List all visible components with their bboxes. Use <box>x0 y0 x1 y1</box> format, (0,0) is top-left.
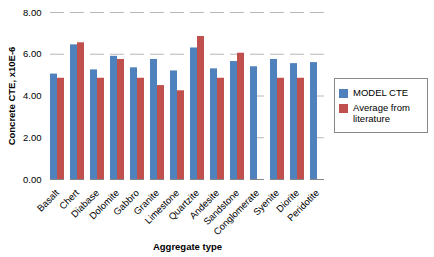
svg-text:Dolomite: Dolomite <box>86 187 122 222</box>
svg-text:0.00: 0.00 <box>23 174 42 185</box>
svg-text:Diorite: Diorite <box>273 187 302 215</box>
svg-text:Sandstone: Sandstone <box>201 187 242 227</box>
svg-text:6.00: 6.00 <box>23 48 42 59</box>
svg-text:Syenite: Syenite <box>251 187 281 217</box>
svg-text:Concrete CTE, x10E-6: Concrete CTE, x10E-6 <box>6 47 17 146</box>
svg-text:Granite: Granite <box>131 187 162 217</box>
svg-text:2.00: 2.00 <box>23 132 42 143</box>
svg-text:Aggregate type: Aggregate type <box>153 241 222 252</box>
html-text:Average from literature: Average from literature <box>353 102 410 124</box>
svg-text:8.00: 8.00 <box>23 7 42 18</box>
svg-text:Limestone: Limestone <box>142 187 182 226</box>
html-text:MODEL CTE: MODEL CTE <box>353 87 409 98</box>
svg-text:Peridotite: Peridotite <box>285 187 321 223</box>
svg-text:Gabbro: Gabbro <box>110 187 142 218</box>
svg-text:Quartzite: Quartzite <box>166 187 202 223</box>
svg-text:Basalt: Basalt <box>35 187 62 214</box>
svg-text:Andesite: Andesite <box>187 187 222 221</box>
svg-text:Chert: Chert <box>56 187 82 212</box>
svg-text:Diabase: Diabase <box>68 187 102 220</box>
svg-text:Conglomerate: Conglomerate <box>211 187 262 238</box>
svg-text:4.00: 4.00 <box>23 90 42 101</box>
